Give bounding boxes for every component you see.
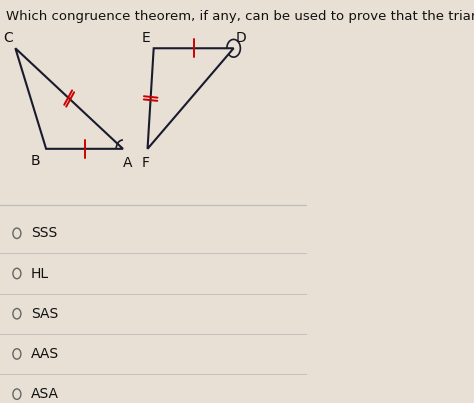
Text: D: D bbox=[236, 31, 246, 45]
Text: AAS: AAS bbox=[31, 347, 59, 361]
Text: SSS: SSS bbox=[31, 226, 57, 240]
Text: E: E bbox=[142, 31, 150, 45]
Text: HL: HL bbox=[31, 266, 49, 280]
Text: A: A bbox=[123, 156, 132, 170]
Text: C: C bbox=[3, 31, 12, 45]
Text: ASA: ASA bbox=[31, 387, 59, 401]
Text: SAS: SAS bbox=[31, 307, 58, 321]
Text: B: B bbox=[30, 154, 40, 168]
Text: F: F bbox=[142, 156, 150, 170]
Text: Which congruence theorem, if any, can be used to prove that the triangles are: Which congruence theorem, if any, can be… bbox=[6, 10, 474, 23]
